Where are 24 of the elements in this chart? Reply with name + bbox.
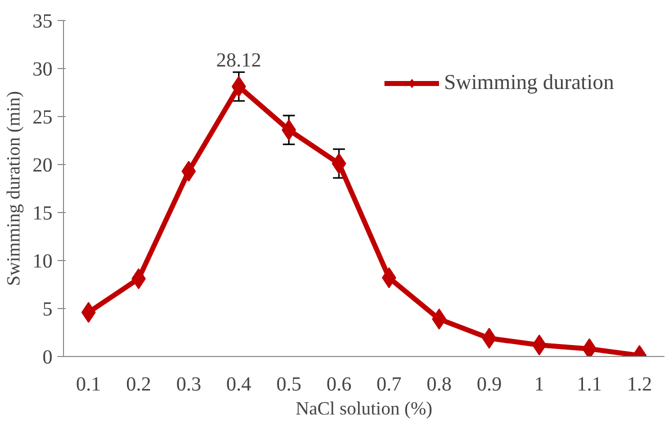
y-tick-label: 35 [32, 10, 52, 32]
x-tick-label: 0.7 [376, 374, 402, 396]
x-tick-label: 0.1 [76, 374, 102, 396]
x-tick-label: 0.8 [426, 374, 452, 396]
x-tick-label: 0.3 [176, 374, 202, 396]
x-tick-label: 1.1 [576, 374, 602, 396]
y-tick-label: 5 [42, 298, 52, 320]
y-tick-label: 0 [42, 346, 52, 368]
legend-label: Swimming duration [444, 70, 614, 95]
y-axis-title: Swimming duration (min) [4, 91, 24, 286]
x-tick-label: 0.9 [476, 374, 502, 396]
x-tick-label: 0.6 [326, 374, 352, 396]
x-tick-label: 1.2 [626, 374, 652, 396]
y-tick-label: 15 [32, 202, 52, 224]
y-tick-label: 20 [32, 154, 52, 176]
x-tick-label: 0.5 [276, 374, 302, 396]
y-tick-label: 30 [32, 58, 52, 80]
x-tick-label: 0.2 [126, 374, 152, 396]
x-tick-label: 0.4 [226, 374, 252, 396]
x-axis-title: NaCl solution (%) [296, 398, 432, 420]
annotation: 28.12 [216, 50, 262, 72]
y-tick-label: 25 [32, 106, 52, 128]
x-tick-label: 1 [534, 374, 544, 396]
y-tick-label: 10 [32, 250, 52, 272]
